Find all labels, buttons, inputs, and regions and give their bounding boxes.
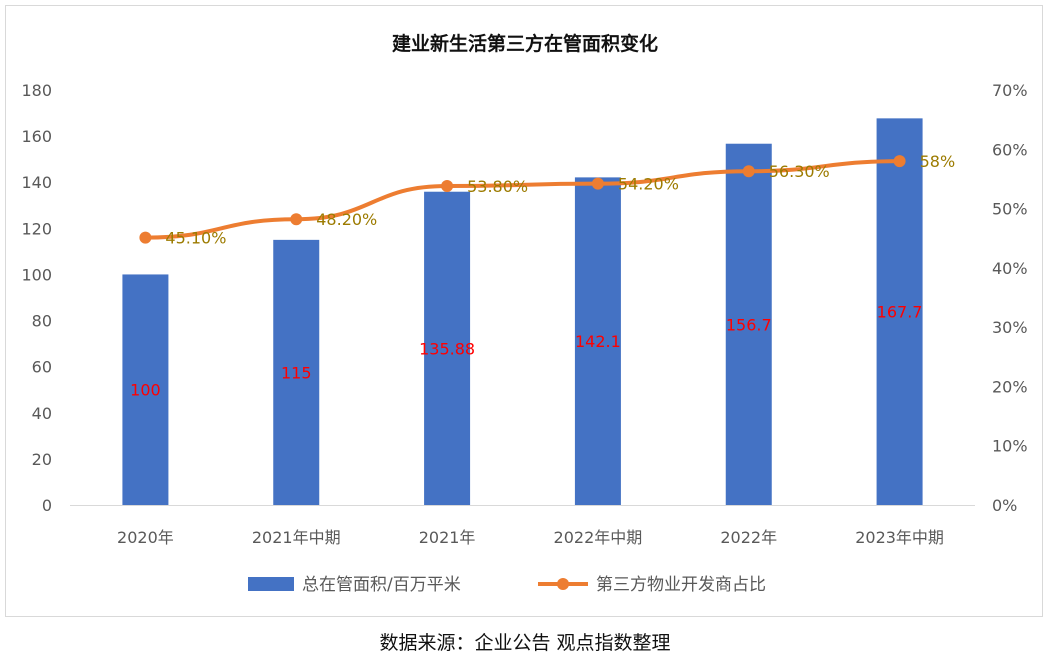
bar bbox=[122, 274, 169, 505]
line-data-label: 48.20% bbox=[316, 210, 377, 229]
bar bbox=[273, 239, 320, 505]
y-left-tick-label: 0 bbox=[42, 496, 52, 515]
line-point bbox=[290, 213, 303, 226]
x-tick-label: 2022年中期 bbox=[554, 528, 643, 547]
bar-data-label: 156.7 bbox=[726, 315, 772, 334]
legend-label-bar: 总在管面积/百万平米 bbox=[302, 575, 461, 595]
line-data-label: 58% bbox=[920, 152, 956, 171]
x-tick-label: 2021年 bbox=[419, 528, 476, 547]
y-left-tick-label: 120 bbox=[21, 219, 52, 238]
y-left-tick-label: 140 bbox=[21, 173, 52, 192]
y-right-tick-label: 20% bbox=[992, 377, 1028, 396]
y-left-tick-label: 80 bbox=[32, 312, 52, 331]
chart-frame bbox=[5, 5, 1043, 617]
y-left-tick-label: 40 bbox=[32, 404, 52, 423]
y-left-tick-label: 160 bbox=[21, 127, 52, 146]
line-point bbox=[893, 155, 906, 168]
bar-data-label: 100 bbox=[130, 381, 161, 400]
y-left-tick-label: 180 bbox=[21, 81, 52, 100]
x-tick-label: 2020年 bbox=[117, 528, 174, 547]
chart: 建业新生活第三方在管面积变化 020406080100120140160180 … bbox=[21, 32, 1028, 595]
line-data-label: 54.20% bbox=[618, 175, 679, 194]
legend-swatch-marker bbox=[557, 578, 569, 590]
y-right-tick-label: 10% bbox=[992, 437, 1028, 456]
y-right-tick-label: 0% bbox=[992, 496, 1017, 515]
y-right-tick-label: 50% bbox=[992, 200, 1028, 219]
bar-data-label: 167.7 bbox=[877, 303, 923, 322]
y-left-tick-label: 20 bbox=[32, 450, 52, 469]
source-note: 数据来源：企业公告 观点指数整理 bbox=[379, 632, 671, 654]
bar-data-label: 135.88 bbox=[419, 339, 475, 358]
line-point bbox=[139, 231, 152, 244]
line-data-label: 56.30% bbox=[769, 162, 830, 181]
y-right-tick-label: 30% bbox=[992, 318, 1028, 337]
legend: 总在管面积/百万平米 第三方物业开发商占比 bbox=[248, 575, 766, 595]
y-left-tick-label: 100 bbox=[21, 265, 52, 284]
x-tick-label: 2021年中期 bbox=[252, 528, 341, 547]
bar-data-label: 115 bbox=[281, 363, 312, 382]
line-data-label: 53.80% bbox=[467, 177, 528, 196]
line-data-label: 45.10% bbox=[165, 229, 226, 248]
y-right-tick-label: 40% bbox=[992, 259, 1028, 278]
legend-swatch-bar bbox=[248, 577, 294, 591]
bar bbox=[574, 177, 621, 505]
line-point bbox=[591, 177, 604, 190]
line-series bbox=[143, 159, 902, 240]
x-tick-label: 2023年中期 bbox=[855, 528, 944, 547]
y-left-tick-label: 60 bbox=[32, 358, 52, 377]
y-right-tick-label: 60% bbox=[992, 140, 1028, 159]
bar-data-label: 142.1 bbox=[575, 332, 621, 351]
y-right-tick-label: 70% bbox=[992, 81, 1028, 100]
line-point bbox=[742, 165, 755, 178]
line-point bbox=[441, 180, 454, 193]
bar bbox=[876, 118, 923, 505]
bar bbox=[424, 191, 471, 505]
bar bbox=[725, 143, 772, 505]
x-tick-label: 2022年 bbox=[720, 528, 777, 547]
chart-title: 建业新生活第三方在管面积变化 bbox=[392, 32, 658, 55]
legend-label-line: 第三方物业开发商占比 bbox=[596, 575, 766, 595]
